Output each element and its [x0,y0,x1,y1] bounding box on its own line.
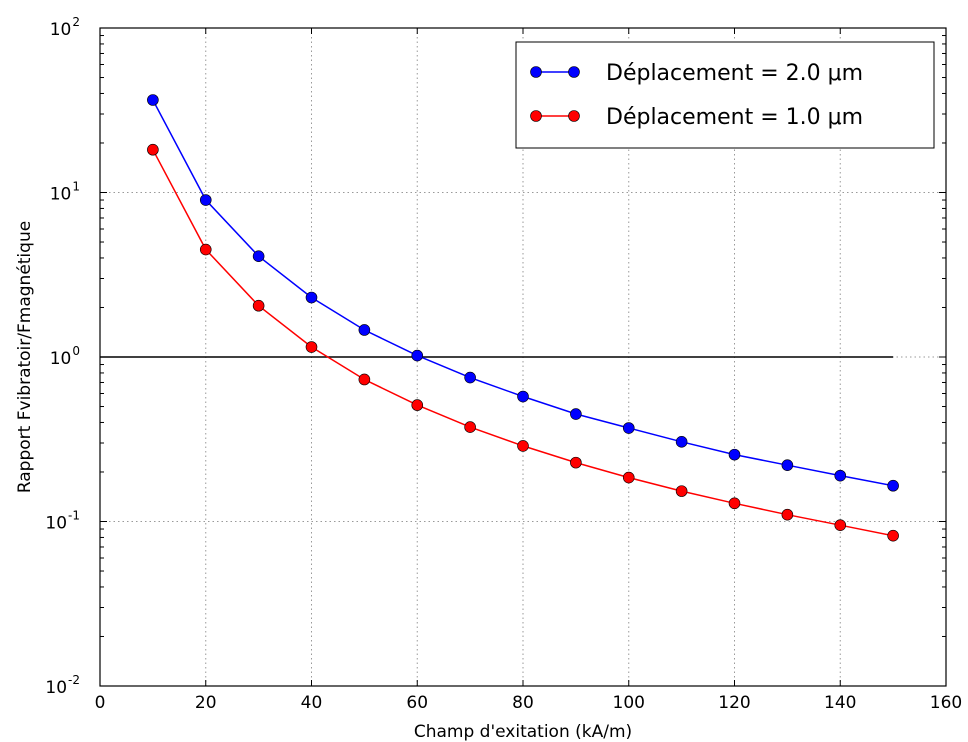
series-2-point [252,299,265,312]
x-tick-label: 60 [406,693,428,713]
y-tick-exponent: 0 [72,344,80,358]
x-tick-label: 40 [301,693,323,713]
series-1-point [781,459,794,471]
series-1-point [622,422,635,434]
x-axis-label: Champ d'exitation (kA/m) [414,722,632,742]
y-tick-label: 101 [50,180,80,205]
x-tick-label: 160 [930,693,962,713]
x-tick-label: 100 [613,693,645,713]
x-tick-label: 80 [512,693,534,713]
y-tick-label: 102 [50,15,80,40]
series-2-point [147,143,159,156]
x-tick-label: 20 [195,693,217,713]
legend-marker-series-1 [530,66,542,78]
y-tick-exponent: 1 [72,180,80,194]
series-2-point [728,497,741,510]
y-tick-exponent: -2 [68,673,80,687]
series-1-point [464,371,476,384]
series-1-point [252,250,265,262]
series-1-point [834,469,847,482]
y-axis-label: Rapport Fvibratoir/Fmagnétique [15,221,35,493]
series-1-point [570,408,582,420]
series-2-point [887,529,899,542]
y-tick-exponent: 2 [72,15,80,29]
x-tick-label: 0 [95,693,106,713]
series-2-point [199,243,212,256]
legend-label-series-2: Déplacement = 1.0 μm [606,105,863,130]
series-1-point [199,194,212,206]
legend: Déplacement = 2.0 μm Déplacement = 1.0 μ… [515,41,935,149]
y-tick-label: 10-1 [45,509,80,534]
legend-marker-series-1 [568,66,580,78]
legend-marker-series-2 [568,110,580,122]
series-2-point [834,519,847,531]
series-layer [147,94,899,542]
series-2-point [675,485,688,497]
legend-marker-series-2 [530,110,542,122]
series-2-point [305,341,318,353]
series-2-point [570,456,582,469]
series-1-point [728,448,741,461]
y-tick-label: 10-2 [45,673,80,698]
series-1-point [358,324,371,336]
x-tick-label: 140 [824,693,856,713]
series-1-point [147,94,159,106]
y-tick-exponent: -1 [68,509,80,523]
series-2-point [464,421,476,433]
legend-box [515,41,935,149]
series-2-point [358,373,371,386]
series-1-point [305,291,318,304]
series-1-point [675,436,688,448]
x-tick-label: 120 [718,693,750,713]
series-2-point [622,471,635,484]
series-2-point [781,508,794,521]
series-2-point [411,399,424,411]
y-tick-label: 100 [50,344,80,369]
series-1-point [517,390,529,403]
ticks [99,27,947,687]
series-2-point [517,440,529,452]
legend-label-series-1: Déplacement = 2.0 μm [606,61,863,86]
series-1-point [887,479,899,492]
series-1-point [411,349,424,362]
